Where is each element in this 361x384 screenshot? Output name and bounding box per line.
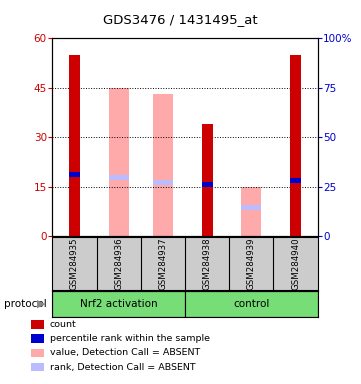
Bar (185, 291, 318, 317)
Text: value, Detection Call = ABSENT: value, Detection Call = ABSENT (50, 348, 200, 358)
Text: percentile rank within the sample: percentile rank within the sample (50, 334, 210, 343)
Bar (153, 94, 173, 236)
Text: protocol: protocol (4, 299, 46, 309)
Text: GSM284936: GSM284936 (114, 237, 123, 290)
Bar (109, 175, 129, 180)
Bar (201, 182, 213, 187)
Bar (290, 179, 301, 184)
Text: GSM284935: GSM284935 (70, 237, 79, 290)
Text: GSM284937: GSM284937 (158, 237, 168, 290)
Text: GSM284940: GSM284940 (291, 237, 300, 290)
Bar (69, 55, 80, 236)
Text: GSM284939: GSM284939 (247, 237, 256, 290)
Bar (52, 291, 185, 317)
Bar (109, 88, 129, 236)
Text: rank, Detection Call = ABSENT: rank, Detection Call = ABSENT (50, 362, 195, 372)
Text: GSM284938: GSM284938 (203, 237, 212, 290)
Text: GDS3476 / 1431495_at: GDS3476 / 1431495_at (103, 13, 258, 26)
Bar (153, 180, 173, 185)
Text: ▶: ▶ (37, 299, 46, 309)
Bar (242, 205, 261, 210)
Text: Nrf2 activation: Nrf2 activation (80, 299, 157, 309)
Bar (290, 55, 301, 236)
Bar (69, 172, 80, 177)
Text: control: control (233, 299, 270, 309)
Text: count: count (50, 320, 77, 329)
Bar (242, 187, 261, 236)
Bar (201, 124, 213, 236)
